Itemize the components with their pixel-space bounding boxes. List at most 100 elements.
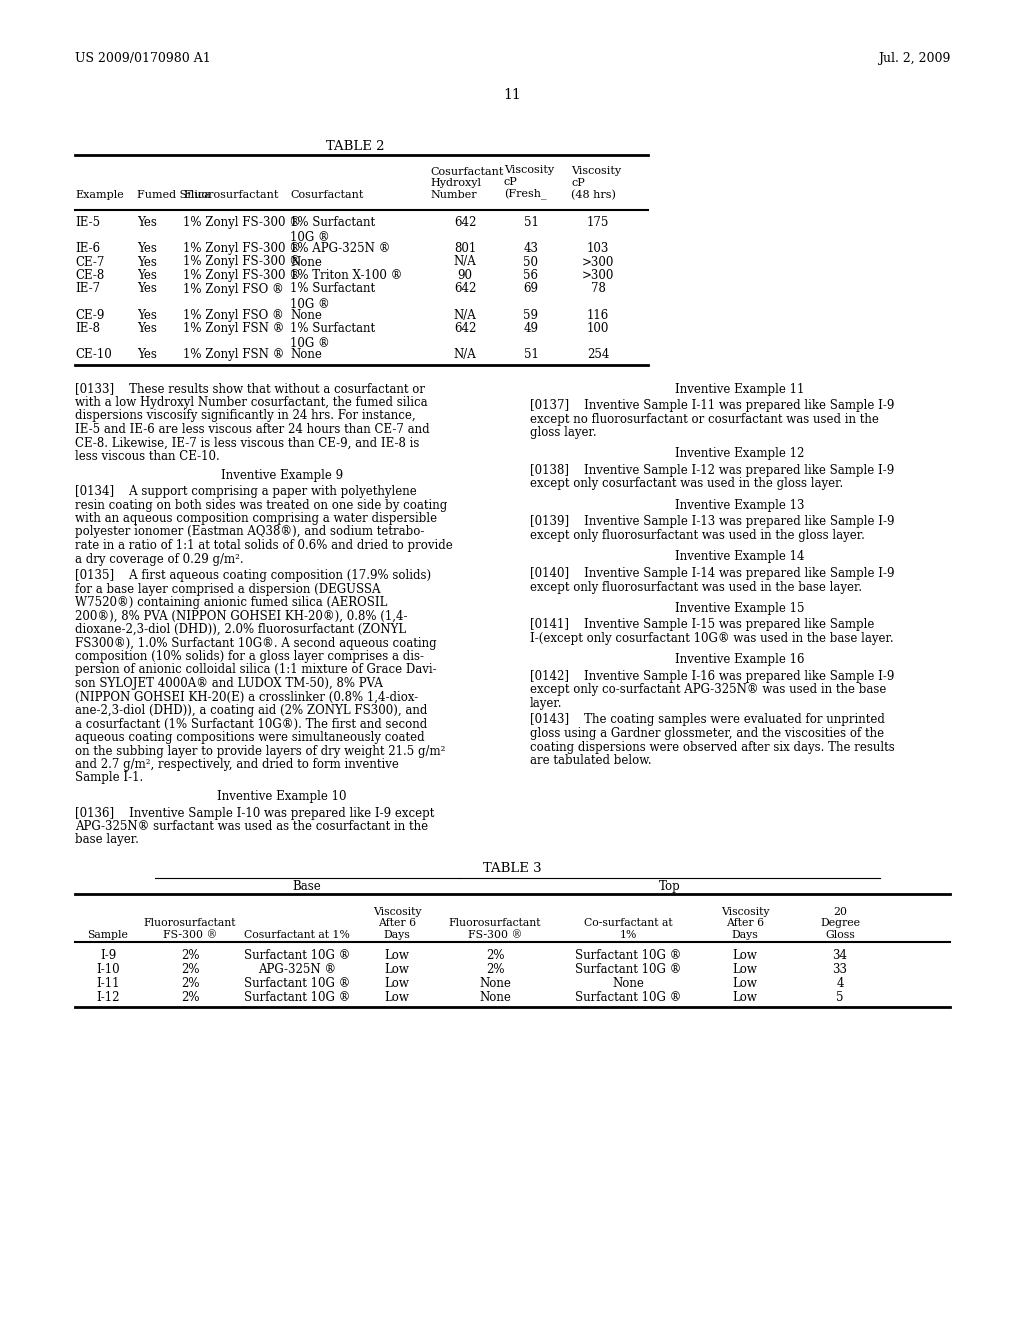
Text: Cosurfactant: Cosurfactant [290,190,364,201]
Text: Low: Low [732,949,758,962]
Text: [0138]    Inventive Sample I-12 was prepared like Sample I-9: [0138] Inventive Sample I-12 was prepare… [530,465,894,477]
Text: 642: 642 [454,282,476,296]
Text: Inventive Example 14: Inventive Example 14 [675,550,805,564]
Text: persion of anionic colloidal silica (1:1 mixture of Grace Davi-: persion of anionic colloidal silica (1:1… [75,664,436,676]
Text: 1% Zonyl FSN ®: 1% Zonyl FSN ® [183,348,285,360]
Text: base layer.: base layer. [75,833,139,846]
Text: Fluorosurfactant: Fluorosurfactant [183,190,279,201]
Text: Top: Top [659,880,681,894]
Text: Jul. 2, 2009: Jul. 2, 2009 [878,51,950,65]
Text: FS300®), 1.0% Surfactant 10G®. A second aqueous coating: FS300®), 1.0% Surfactant 10G®. A second … [75,636,436,649]
Text: Inventive Example 13: Inventive Example 13 [675,499,805,512]
Text: 2%: 2% [485,964,504,975]
Text: less viscous than CE-10.: less viscous than CE-10. [75,450,220,463]
Text: 1% Zonyl FS-300 ®: 1% Zonyl FS-300 ® [183,256,301,268]
Text: a dry coverage of 0.29 g/m².: a dry coverage of 0.29 g/m². [75,553,244,565]
Text: CE-8: CE-8 [75,269,104,282]
Text: Yes: Yes [137,256,157,268]
Text: dispersions viscosify significantly in 24 hrs. For instance,: dispersions viscosify significantly in 2… [75,409,416,422]
Text: 2%: 2% [181,977,200,990]
Text: None: None [479,977,511,990]
Text: Yes: Yes [137,348,157,360]
Text: CE-7: CE-7 [75,256,104,268]
Text: None: None [290,309,322,322]
Text: Surfactant 10G ®: Surfactant 10G ® [574,991,681,1005]
Text: 642: 642 [454,322,476,335]
Text: [0135]    A first aqueous coating composition (17.9% solids): [0135] A first aqueous coating compositi… [75,569,431,582]
Text: 51: 51 [523,216,539,228]
Text: Surfactant 10G ®: Surfactant 10G ® [574,964,681,975]
Text: 1% Surfactant
10G ®: 1% Surfactant 10G ® [290,322,375,350]
Text: Low: Low [732,964,758,975]
Text: IE-8: IE-8 [75,322,100,335]
Text: 43: 43 [523,242,539,255]
Text: layer.: layer. [530,697,562,710]
Text: [0136]    Inventive Sample I-10 was prepared like I-9 except: [0136] Inventive Sample I-10 was prepare… [75,807,434,820]
Text: Inventive Example 16: Inventive Example 16 [675,653,805,667]
Text: 2%: 2% [181,991,200,1005]
Text: CE-9: CE-9 [75,309,104,322]
Text: 801: 801 [454,242,476,255]
Text: IE-5: IE-5 [75,216,100,228]
Text: [0137]    Inventive Sample I-11 was prepared like Sample I-9: [0137] Inventive Sample I-11 was prepare… [530,399,894,412]
Text: Low: Low [732,977,758,990]
Text: Surfactant 10G ®: Surfactant 10G ® [244,977,350,990]
Text: 100: 100 [587,322,609,335]
Text: I-9: I-9 [100,949,116,962]
Text: except only co-surfactant APG-325N® was used in the base: except only co-surfactant APG-325N® was … [530,684,887,697]
Text: I-(except only cosurfactant 10G® was used in the base layer.: I-(except only cosurfactant 10G® was use… [530,632,894,645]
Text: and 2.7 g/m², respectively, and dried to form inventive: and 2.7 g/m², respectively, and dried to… [75,758,399,771]
Text: 1% Zonyl FSO ®: 1% Zonyl FSO ® [183,309,284,322]
Text: TABLE 3: TABLE 3 [482,862,542,875]
Text: 116: 116 [587,309,609,322]
Text: [0142]    Inventive Sample I-16 was prepared like Sample I-9: [0142] Inventive Sample I-16 was prepare… [530,671,894,682]
Text: Fumed Silica: Fumed Silica [137,190,211,201]
Text: [0143]    The coating samples were evaluated for unprinted: [0143] The coating samples were evaluate… [530,714,885,726]
Text: 78: 78 [591,282,605,296]
Text: rate in a ratio of 1:1 at total solids of 0.6% and dried to provide: rate in a ratio of 1:1 at total solids o… [75,539,453,552]
Text: Low: Low [385,949,410,962]
Text: for a base layer comprised a dispersion (DEGUSSA: for a base layer comprised a dispersion … [75,582,381,595]
Text: Inventive Example 15: Inventive Example 15 [675,602,805,615]
Text: >300: >300 [582,269,614,282]
Text: Viscosity
cP
(Fresh_: Viscosity cP (Fresh_ [504,165,554,201]
Text: Sample I-1.: Sample I-1. [75,771,143,784]
Text: polyester ionomer (Eastman AQ38®), and sodium tetrabo-: polyester ionomer (Eastman AQ38®), and s… [75,525,424,539]
Text: None: None [612,977,644,990]
Text: resin coating on both sides was treated on one side by coating: resin coating on both sides was treated … [75,499,447,511]
Text: None: None [479,991,511,1005]
Text: except only cosurfactant was used in the gloss layer.: except only cosurfactant was used in the… [530,478,843,491]
Text: except no fluorosurfactant or cosurfactant was used in the: except no fluorosurfactant or cosurfacta… [530,412,879,425]
Text: Yes: Yes [137,242,157,255]
Text: APG-325N® surfactant was used as the cosurfactant in the: APG-325N® surfactant was used as the cos… [75,820,428,833]
Text: [0141]    Inventive Sample I-15 was prepared like Sample: [0141] Inventive Sample I-15 was prepare… [530,619,874,631]
Text: coating dispersions were observed after six days. The results: coating dispersions were observed after … [530,741,895,754]
Text: aqueous coating compositions were simultaneously coated: aqueous coating compositions were simult… [75,731,425,744]
Text: N/A: N/A [454,256,476,268]
Text: 34: 34 [833,949,848,962]
Text: Low: Low [732,991,758,1005]
Text: dioxane-2,3-diol (DHD)), 2.0% fluorosurfactant (ZONYL: dioxane-2,3-diol (DHD)), 2.0% fluorosurf… [75,623,407,636]
Text: Surfactant 10G ®: Surfactant 10G ® [244,991,350,1005]
Text: Co-surfactant at
1%: Co-surfactant at 1% [584,919,673,940]
Text: 56: 56 [523,269,539,282]
Text: 1% Surfactant
10G ®: 1% Surfactant 10G ® [290,216,375,244]
Text: (NIPPON GOHSEI KH-20(E) a crosslinker (0.8% 1,4-diox-: (NIPPON GOHSEI KH-20(E) a crosslinker (0… [75,690,418,704]
Text: Low: Low [385,964,410,975]
Text: Fluorosurfactant
FS-300 ®: Fluorosurfactant FS-300 ® [143,919,237,940]
Text: are tabulated below.: are tabulated below. [530,754,651,767]
Text: 2%: 2% [181,949,200,962]
Text: 33: 33 [833,964,848,975]
Text: 1% Zonyl FSO ®: 1% Zonyl FSO ® [183,282,284,296]
Text: None: None [290,348,322,360]
Text: a cosurfactant (1% Surfactant 10G®). The first and second: a cosurfactant (1% Surfactant 10G®). The… [75,718,427,730]
Text: Low: Low [385,977,410,990]
Text: 642: 642 [454,216,476,228]
Text: son SYLOJET 4000A® and LUDOX TM-50), 8% PVA: son SYLOJET 4000A® and LUDOX TM-50), 8% … [75,677,383,690]
Text: except only fluorosurfactant was used in the base layer.: except only fluorosurfactant was used in… [530,581,862,594]
Text: CE-8. Likewise, IE-7 is less viscous than CE-9, and IE-8 is: CE-8. Likewise, IE-7 is less viscous tha… [75,437,420,450]
Text: I-11: I-11 [96,977,120,990]
Text: [0133]    These results show that without a cosurfactant or: [0133] These results show that without a… [75,383,425,396]
Text: Yes: Yes [137,309,157,322]
Text: Inventive Example 11: Inventive Example 11 [675,383,805,396]
